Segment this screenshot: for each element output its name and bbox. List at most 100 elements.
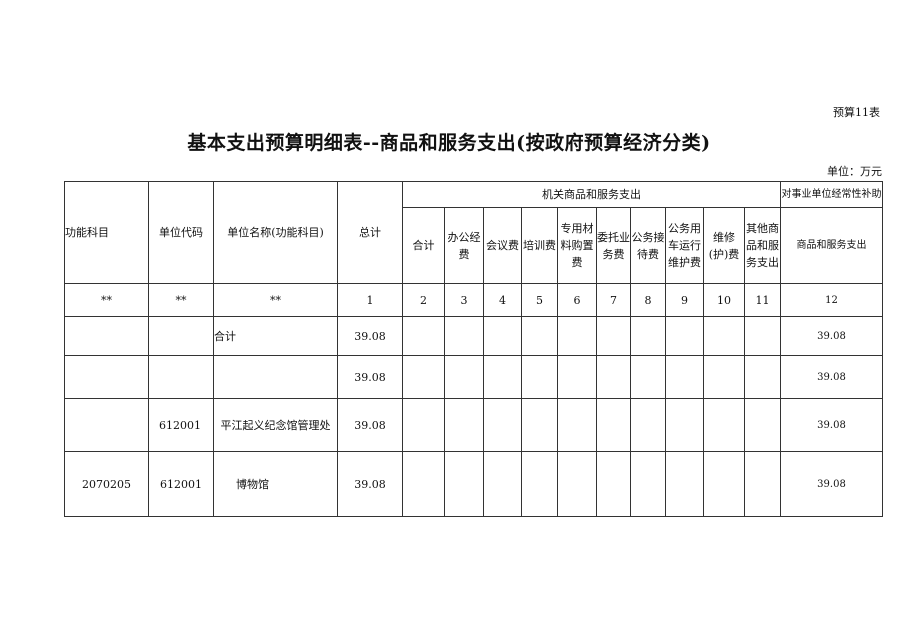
unit-label: 单位：万元: [827, 165, 882, 178]
cell-code: [148, 316, 214, 356]
cell-empty: [444, 316, 484, 356]
header-col: 委托业务费: [596, 207, 631, 284]
index-cell: **: [64, 283, 149, 317]
cell-empty: [665, 451, 704, 517]
cell-empty: [483, 316, 522, 356]
cell-empty: [402, 355, 445, 399]
table-row: 2070205 612001 博物馆 39.08 39.08: [64, 451, 883, 517]
cell-empty: [744, 316, 781, 356]
index-cell: 4: [483, 283, 522, 317]
cell-empty: [444, 355, 484, 399]
cell-empty: [483, 355, 522, 399]
cell-total: 39.08: [337, 355, 403, 399]
index-cell: 2: [402, 283, 445, 317]
cell-empty: [744, 398, 781, 452]
header-unit-name: 单位名称(功能科目): [213, 181, 338, 284]
cell-empty: [665, 316, 704, 356]
cell-c12: 39.08: [780, 398, 883, 452]
cell-empty: [557, 316, 597, 356]
header-col: 公务用车运行维护费: [665, 207, 704, 284]
cell-total: 39.08: [337, 398, 403, 452]
index-cell: 5: [521, 283, 558, 317]
cell-empty: [596, 316, 631, 356]
header-col: 会议费: [483, 207, 522, 284]
cell-empty: [596, 398, 631, 452]
index-cell: 6: [557, 283, 597, 317]
table-row: 合计 39.08 39.08: [64, 316, 883, 356]
table-number-label: 预算11表: [833, 106, 880, 119]
cell-func: [64, 398, 149, 452]
cell-empty: [402, 451, 445, 517]
index-cell: 8: [630, 283, 666, 317]
cell-empty: [596, 451, 631, 517]
index-cell: 12: [780, 283, 883, 317]
cell-total: 39.08: [337, 316, 403, 356]
budget-table: 功能科目 单位代码 单位名称(功能科目) 总计 机关商品和服务支出 对事业单位经…: [64, 181, 883, 517]
cell-empty: [703, 316, 745, 356]
table-row: 612001 平江起义纪念馆管理处 39.08 39.08: [64, 398, 883, 452]
cell-empty: [744, 355, 781, 399]
header-col: 办公经费: [444, 207, 484, 284]
cell-empty: [596, 355, 631, 399]
index-cell: 10: [703, 283, 745, 317]
index-cell: **: [213, 283, 338, 317]
cell-empty: [665, 398, 704, 452]
cell-empty: [630, 451, 666, 517]
index-cell: **: [148, 283, 214, 317]
cell-empty: [483, 451, 522, 517]
cell-empty: [557, 451, 597, 517]
cell-empty: [444, 451, 484, 517]
cell-code: 612001: [148, 398, 214, 452]
header-col: 其他商品和服务支出: [744, 207, 781, 284]
page-title: 基本支出预算明细表--商品和服务支出(按政府预算经济分类): [187, 132, 711, 154]
index-cell: 1: [337, 283, 403, 317]
cell-func: [64, 355, 149, 399]
cell-empty: [703, 398, 745, 452]
header-col: 维修(护)费: [703, 207, 745, 284]
cell-empty: [402, 316, 445, 356]
header-sub-col: 商品和服务支出: [780, 207, 883, 284]
header-col: 合计: [402, 207, 445, 284]
header-unit-code: 单位代码: [148, 181, 214, 284]
cell-c12: 39.08: [780, 355, 883, 399]
cell-empty: [630, 316, 666, 356]
cell-empty: [557, 355, 597, 399]
cell-empty: [521, 355, 558, 399]
cell-empty: [557, 398, 597, 452]
cell-empty: [703, 451, 745, 517]
cell-code: [148, 355, 214, 399]
cell-code: 612001: [148, 451, 214, 517]
cell-empty: [444, 398, 484, 452]
header-total: 总计: [337, 181, 403, 284]
cell-empty: [744, 451, 781, 517]
index-cell: 11: [744, 283, 781, 317]
cell-empty: [483, 398, 522, 452]
cell-func: [64, 316, 149, 356]
cell-empty: [521, 316, 558, 356]
cell-empty: [665, 355, 704, 399]
cell-empty: [630, 355, 666, 399]
index-cell: 3: [444, 283, 484, 317]
cell-c12: 39.08: [780, 316, 883, 356]
cell-empty: [630, 398, 666, 452]
cell-c12: 39.08: [780, 451, 883, 517]
cell-name: 博物馆: [213, 451, 338, 517]
table-row: 39.08 39.08: [64, 355, 883, 399]
cell-name: 合计: [213, 316, 338, 356]
cell-total: 39.08: [337, 451, 403, 517]
header-col: 专用材料购置费: [557, 207, 597, 284]
header-col: 公务接待费: [630, 207, 666, 284]
cell-name: 平江起义纪念馆管理处: [213, 398, 338, 452]
header-group-sub: 对事业单位经常性补助: [780, 181, 883, 208]
header-func-subject: 功能科目: [64, 181, 149, 284]
header-col: 培训费: [521, 207, 558, 284]
cell-empty: [703, 355, 745, 399]
header-group-org: 机关商品和服务支出: [402, 181, 781, 208]
index-cell: 7: [596, 283, 631, 317]
cell-func: 2070205: [64, 451, 149, 517]
index-cell: 9: [665, 283, 704, 317]
cell-empty: [402, 398, 445, 452]
cell-empty: [521, 451, 558, 517]
cell-name: [213, 355, 338, 399]
cell-empty: [521, 398, 558, 452]
